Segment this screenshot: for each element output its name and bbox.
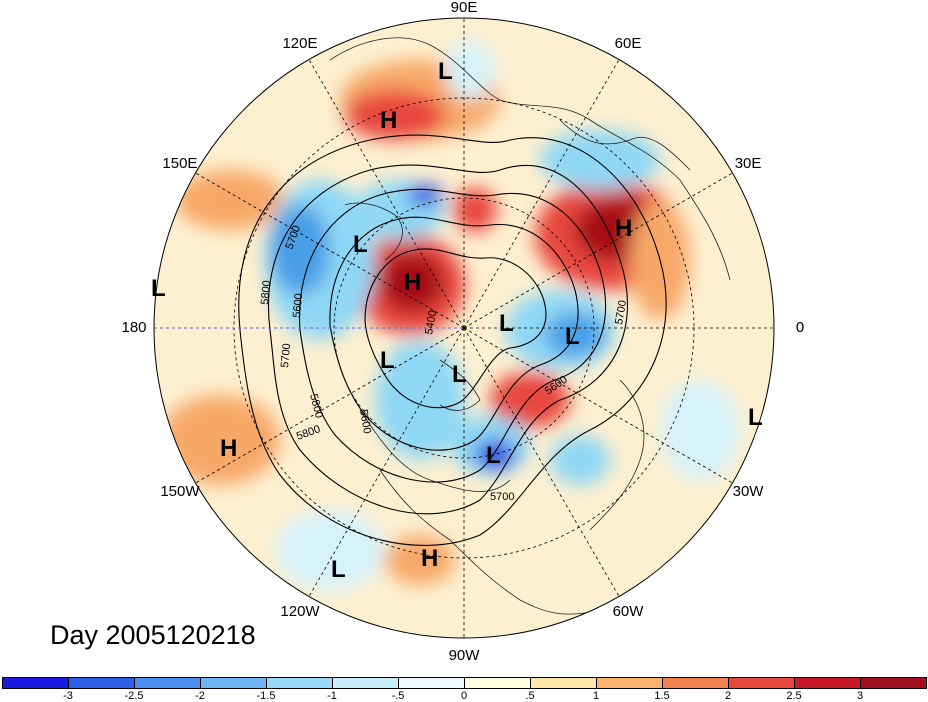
anomaly-field — [154, 18, 774, 638]
colorbar-tick-label: -3 — [63, 690, 73, 702]
anomaly-negative — [540, 130, 660, 190]
colorbar-tick-label: 0 — [460, 690, 468, 702]
colorbar-tick-label: 1.5 — [654, 690, 670, 702]
colorbar-segment — [68, 677, 135, 689]
high-pressure-label: H — [220, 435, 237, 462]
low-pressure-label: L — [748, 404, 763, 431]
high-pressure-label: H — [380, 107, 397, 134]
contour-label: 5400 — [423, 309, 439, 335]
low-pressure-label: L — [380, 347, 395, 374]
colorbar-segment — [728, 677, 795, 689]
colorbar-tick-label: 1 — [592, 690, 600, 702]
high-pressure-label: H — [421, 545, 438, 572]
high-pressure-label: H — [615, 215, 632, 242]
contour-label: 5700 — [279, 343, 293, 368]
lon-label: 60E — [615, 35, 642, 52]
colorbar-segment — [200, 677, 267, 689]
colorbar-segment — [266, 677, 333, 689]
meridian-line — [308, 327, 465, 597]
lon-label: 0 — [796, 319, 804, 336]
colorbar-tick-label: -2 — [195, 690, 205, 702]
day-label: Day 2005120218 — [50, 620, 256, 650]
anomaly-negative — [545, 313, 605, 357]
low-pressure-label: L — [151, 275, 166, 302]
colorbar: -3 -2.5 -2 -1.5 -1 -.5 0 .5 1 1.5 2 2.5 3 — [0, 673, 928, 702]
meridian-line — [195, 172, 465, 329]
low-pressure-label: L — [452, 361, 467, 388]
lon-label: 150E — [162, 155, 197, 172]
polar-stereographic-map: 5700 5800 5600 5700 5800 5400 5700 5600 … — [121, 0, 804, 664]
lon-label: 120E — [282, 35, 317, 52]
meridian-line — [463, 59, 620, 329]
colorbar-segment — [530, 677, 597, 689]
meridian-line — [463, 327, 620, 597]
colorbar-segment — [398, 677, 465, 689]
anomaly-negative — [475, 440, 515, 470]
contour-line — [364, 248, 547, 409]
anomaly-negative — [660, 380, 740, 480]
meridian-line — [308, 59, 465, 329]
low-pressure-label: L — [353, 231, 368, 258]
contour-label: 5700 — [613, 299, 629, 325]
colorbar-tick-label: 2 — [724, 690, 732, 702]
lon-label: 30W — [733, 483, 765, 500]
meridian-line — [195, 327, 465, 484]
contour-line — [238, 134, 667, 546]
meridians — [195, 18, 774, 638]
colorbar-segment — [134, 677, 201, 689]
low-pressure-label: L — [565, 323, 580, 350]
lon-label: 150W — [160, 483, 200, 500]
contour-line — [298, 188, 607, 483]
map-boundary — [153, 17, 775, 639]
colorbar-segment — [464, 677, 531, 689]
geopotential-contours — [238, 134, 667, 546]
colorbar-tick-label: -1 — [327, 690, 337, 702]
low-pressure-label: L — [499, 310, 514, 337]
meridian-line — [463, 172, 733, 329]
lon-label: 90E — [451, 0, 478, 16]
anomaly-positive — [380, 252, 444, 312]
anomaly-negative — [550, 435, 610, 485]
anomaly-positive — [175, 170, 285, 230]
anomaly-positive — [385, 535, 455, 585]
contour-label: 5600 — [357, 408, 373, 434]
colorbar-segment — [596, 677, 663, 689]
colorbar-tick-label: -.5 — [391, 690, 405, 702]
low-pressure-label: L — [486, 442, 501, 469]
colorbar-segment — [2, 677, 69, 689]
colorbar-tick-label: -1.5 — [256, 690, 276, 702]
contour-label: 5700 — [490, 491, 514, 503]
colorbar-segment — [662, 677, 729, 689]
high-pressure-label: H — [404, 269, 421, 296]
lon-label: 90W — [449, 647, 481, 664]
low-pressure-label: L — [438, 58, 453, 85]
colorbar-tick-label: -2.5 — [124, 690, 144, 702]
lon-label: 180 — [121, 319, 146, 336]
anomaly-negative — [275, 510, 385, 590]
anomaly-negative — [270, 205, 330, 295]
meridian-line — [463, 327, 733, 484]
colorbar-segment — [332, 677, 399, 689]
anomaly-negative — [407, 185, 443, 205]
pressure-centers: L H H L H L L L L L L H L L H — [151, 58, 763, 583]
anomaly-positive — [490, 372, 570, 428]
lon-label: 120W — [280, 603, 320, 620]
contour-label: 5600 — [291, 293, 305, 318]
contour-line — [268, 164, 628, 515]
anomaly-negative — [375, 340, 465, 460]
lon-label: 60W — [613, 603, 645, 620]
anomaly-negative — [445, 40, 495, 100]
colorbar-tick-label: 3 — [856, 690, 864, 702]
contour-label: 5800 — [259, 280, 273, 305]
colorbar-tick-label: 2.5 — [786, 690, 802, 702]
colorbar-tick-label: .5 — [525, 690, 535, 702]
anomaly-positive — [160, 395, 280, 485]
longitude-labels: 90E 60E 30E 0 30W 60W 90W 120W 150W 180 150E 120E — [121, 0, 804, 664]
contour-line — [329, 216, 579, 451]
low-pressure-label: L — [331, 556, 346, 583]
lon-label: 30E — [735, 155, 762, 172]
colorbar-segment — [794, 677, 861, 689]
colorbar-segment — [860, 677, 927, 689]
